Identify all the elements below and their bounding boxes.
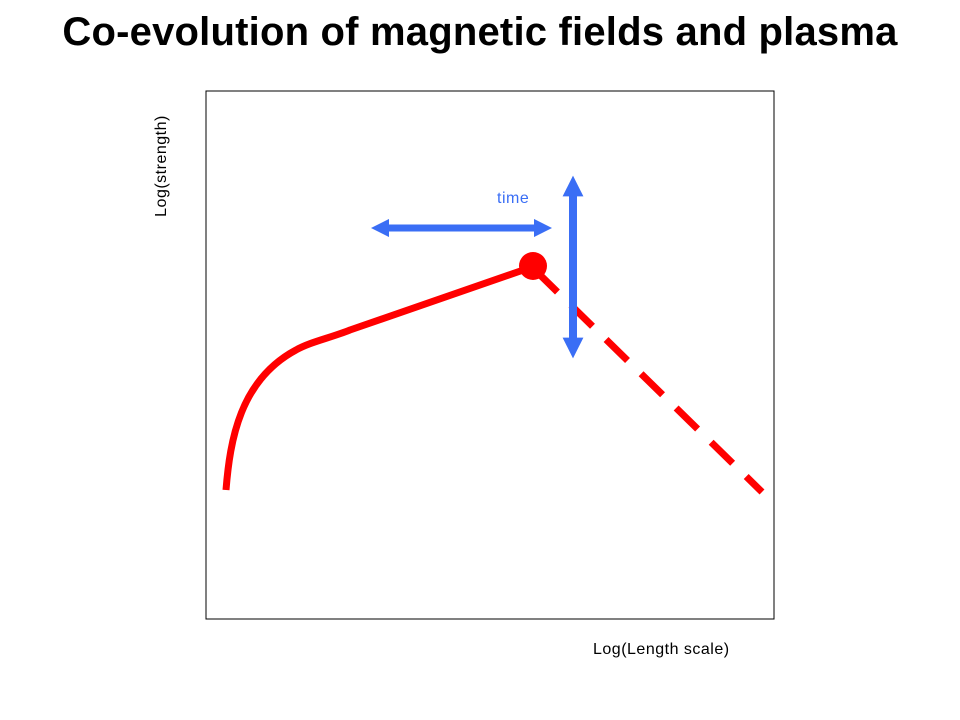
plot-frame [205, 90, 775, 620]
spectrum-curve-solid [222, 263, 534, 491]
peak-point [519, 252, 547, 280]
x-axis-label: Log(Length scale) [593, 641, 730, 658]
slide-title: Co-evolution of magnetic fields and plas… [62, 10, 898, 54]
time-label: time [497, 190, 530, 207]
